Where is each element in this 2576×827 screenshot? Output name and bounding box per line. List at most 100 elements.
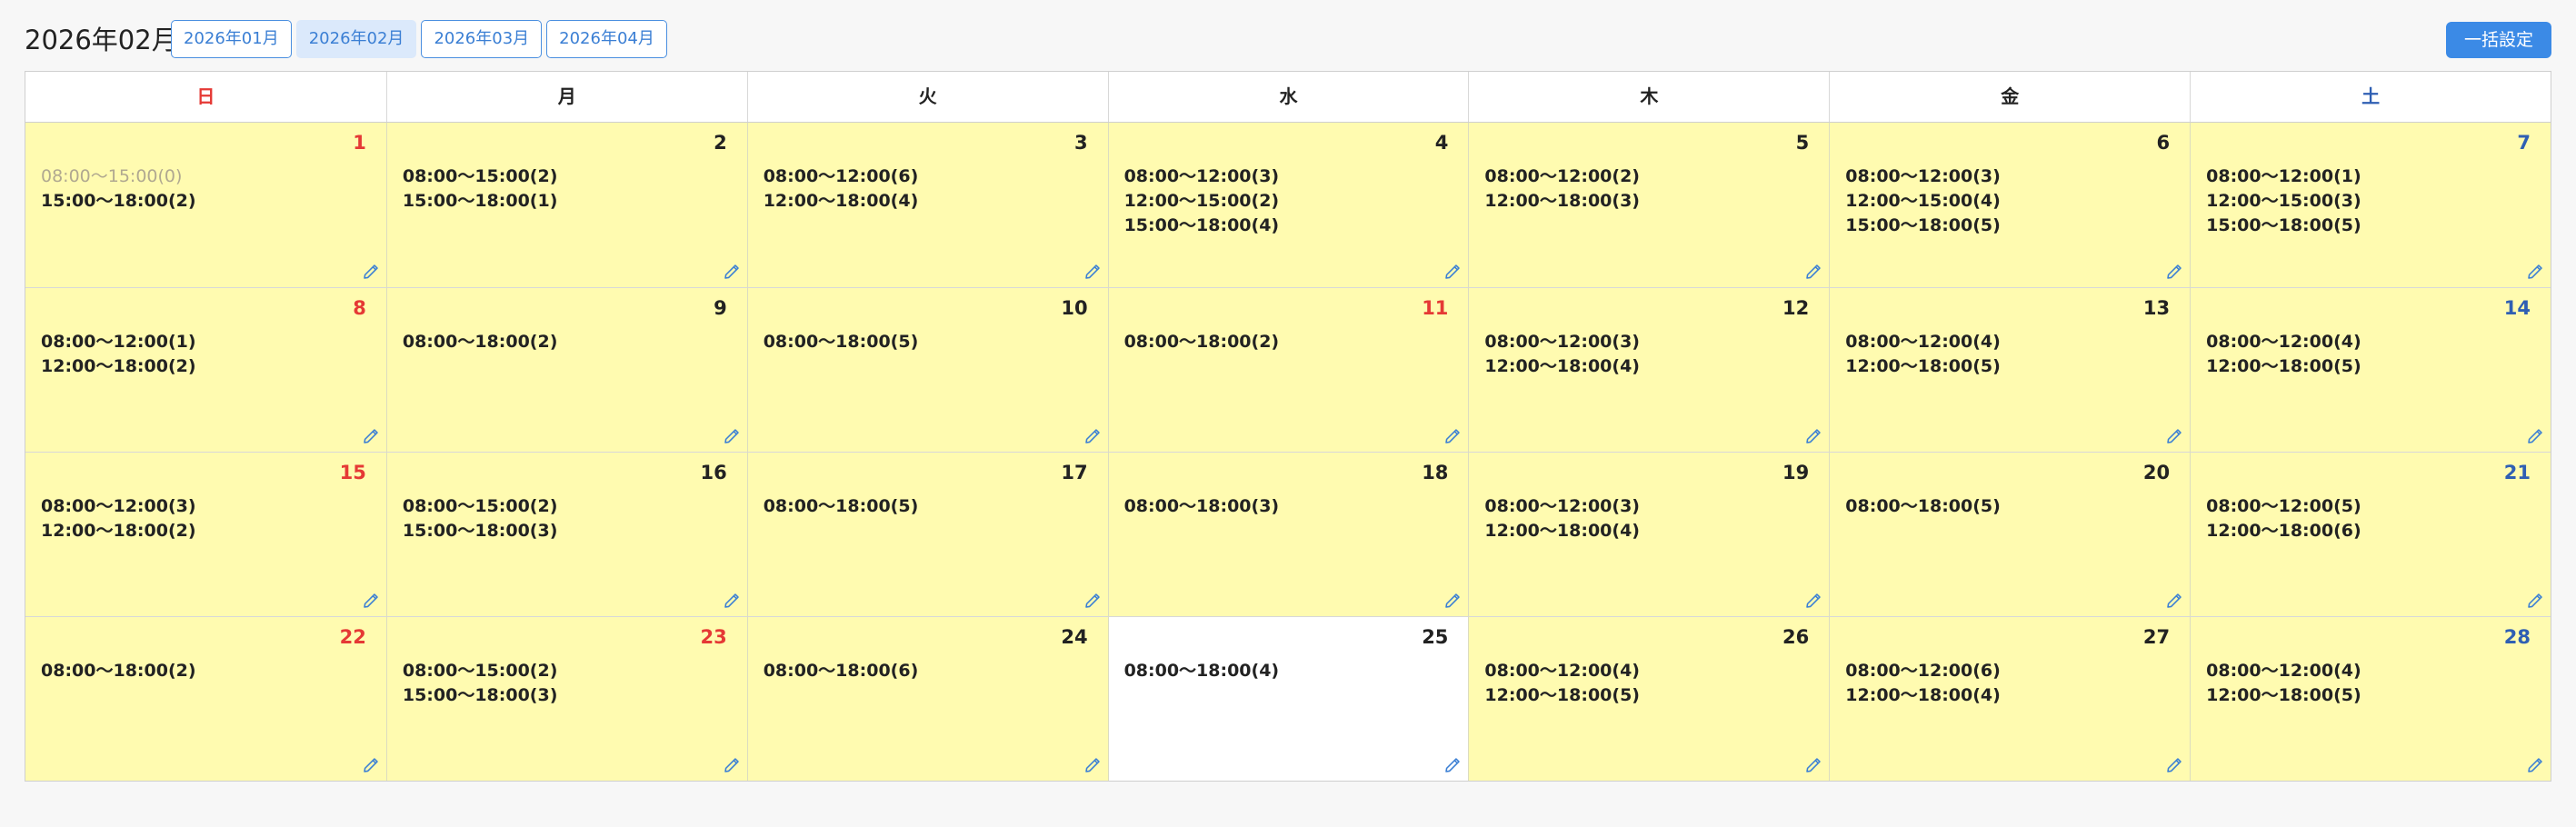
day-cell[interactable]: 20 08:00〜18:00(5) — [1829, 452, 2191, 616]
pencil-edit-icon[interactable] — [1444, 428, 1461, 444]
day-cell[interactable]: 25 08:00〜18:00(4) — [1107, 616, 1469, 781]
day-cell[interactable]: 13 08:00〜12:00(4) 12:00〜18:00(5) — [1829, 287, 2191, 452]
pencil-edit-icon[interactable] — [2527, 593, 2543, 609]
time-slot-list: 08:00〜12:00(6) 12:00〜18:00(4) — [764, 164, 919, 214]
time-slot-list: 08:00〜12:00(4) 12:00〜18:00(5) — [1484, 659, 1640, 708]
day-cell[interactable]: 14 08:00〜12:00(4) 12:00〜18:00(5) — [2190, 287, 2551, 452]
time-slot-list: 08:00〜12:00(1) 12:00〜18:00(2) — [41, 330, 196, 379]
tab-2026-03[interactable]: 2026年03月 — [421, 20, 543, 58]
pencil-edit-icon[interactable] — [1805, 593, 1822, 609]
day-cell[interactable]: 11 08:00〜18:00(2) — [1107, 287, 1469, 452]
pencil-edit-icon[interactable] — [363, 757, 379, 773]
pencil-edit-icon[interactable] — [724, 757, 740, 773]
time-slot: 08:00〜18:00(5) — [763, 496, 919, 516]
pencil-edit-icon[interactable] — [1444, 264, 1461, 280]
day-cell[interactable]: 10 08:00〜18:00(5) — [746, 287, 1108, 452]
pencil-edit-icon[interactable] — [2527, 757, 2543, 773]
weekday-wed: 水 — [1107, 72, 1469, 122]
time-slot: 12:00〜18:00(5) — [1845, 356, 2001, 376]
bulk-settings-button[interactable]: 一括設定 — [2446, 22, 2551, 58]
day-cell[interactable]: 26 08:00〜12:00(4) 12:00〜18:00(5) — [1468, 616, 1830, 781]
time-slot-list: 08:00〜18:00(5) — [764, 494, 919, 519]
pencil-edit-icon[interactable] — [2527, 428, 2543, 444]
time-slot: 08:00〜18:00(6) — [763, 661, 919, 681]
day-cell[interactable]: 18 08:00〜18:00(3) — [1107, 452, 1469, 616]
day-number: 22 — [339, 626, 366, 648]
time-slot-list: 08:00〜18:00(2) — [1124, 330, 1280, 354]
day-cell[interactable]: 1 08:00〜15:00(0) 15:00〜18:00(2) — [25, 123, 386, 287]
time-slot-list: 08:00〜12:00(5) 12:00〜18:00(6) — [2206, 494, 2361, 543]
month-tabs: 2026年01月 2026年02月 2026年03月 2026年04月 — [171, 20, 667, 58]
day-number: 27 — [2142, 626, 2171, 648]
tab-2026-02[interactable]: 2026年02月 — [295, 20, 417, 58]
day-cell[interactable]: 19 08:00〜12:00(3) 12:00〜18:00(4) — [1468, 452, 1830, 616]
day-cell[interactable]: 4 08:00〜12:00(3) 12:00〜15:00(2) 15:00〜18:00… — [1107, 123, 1469, 287]
weekday-sun: 日 — [196, 85, 215, 107]
day-cell[interactable]: 17 08:00〜18:00(5) — [746, 452, 1108, 616]
day-number: 13 — [2142, 297, 2171, 319]
weekday-fri: 金 — [1829, 72, 2190, 122]
pencil-edit-icon[interactable] — [724, 428, 740, 444]
pencil-edit-icon[interactable] — [2166, 428, 2182, 444]
pencil-edit-icon[interactable] — [363, 593, 379, 609]
pencil-edit-icon[interactable] — [1084, 757, 1101, 773]
day-cell[interactable]: 15 08:00〜12:00(3) 12:00〜18:00(2) — [25, 452, 386, 616]
tab-2026-04[interactable]: 2026年04月 — [546, 20, 667, 58]
pencil-edit-icon[interactable] — [2166, 593, 2182, 609]
day-cell[interactable]: 12 08:00〜12:00(3) 12:00〜18:00(4) — [1468, 287, 1830, 452]
time-slot-list: 08:00〜12:00(3) 12:00〜18:00(2) — [41, 494, 196, 543]
day-cell[interactable]: 28 08:00〜12:00(4) 12:00〜18:00(5) — [2190, 616, 2551, 781]
pencil-edit-icon[interactable] — [1084, 593, 1101, 609]
pencil-edit-icon[interactable] — [724, 264, 740, 280]
pencil-edit-icon[interactable] — [363, 264, 379, 280]
day-number: 20 — [2142, 462, 2171, 483]
pencil-edit-icon[interactable] — [1805, 264, 1822, 280]
time-slot: 08:00〜12:00(2) — [1484, 166, 1640, 186]
pencil-edit-icon[interactable] — [1444, 757, 1461, 773]
time-slot: 15:00〜18:00(2) — [41, 191, 196, 211]
day-number: 19 — [1782, 462, 1810, 483]
pencil-edit-icon[interactable] — [724, 593, 740, 609]
day-cell[interactable]: 2 08:00〜15:00(2) 15:00〜18:00(1) — [385, 123, 747, 287]
day-number: 6 — [2156, 132, 2171, 154]
day-cell[interactable]: 6 08:00〜12:00(3) 12:00〜15:00(4) 15:00〜18:00… — [1829, 123, 2191, 287]
time-slot: 08:00〜18:00(4) — [1123, 661, 1280, 681]
day-cell[interactable]: 5 08:00〜12:00(2) 12:00〜18:00(3) — [1468, 123, 1830, 287]
day-cell[interactable]: 16 08:00〜15:00(2) 15:00〜18:00(3) — [385, 452, 747, 616]
day-number: 3 — [1073, 132, 1088, 154]
day-number: 15 — [339, 462, 366, 483]
pencil-edit-icon[interactable] — [1084, 428, 1101, 444]
time-slot: 08:00〜12:00(1) — [41, 332, 196, 352]
pencil-edit-icon[interactable] — [363, 428, 379, 444]
time-slot: 08:00〜12:00(3) — [1123, 166, 1280, 186]
day-cell[interactable]: 8 08:00〜12:00(1) 12:00〜18:00(2) — [25, 287, 386, 452]
day-cell[interactable]: 22 08:00〜18:00(2) — [25, 616, 386, 781]
pencil-edit-icon[interactable] — [1444, 593, 1461, 609]
day-number: 25 — [1422, 626, 1449, 648]
pencil-edit-icon[interactable] — [1805, 428, 1822, 444]
day-cell[interactable]: 23 08:00〜15:00(2) 15:00〜18:00(3) — [385, 616, 747, 781]
time-slot: 08:00〜15:00(0) — [41, 166, 183, 186]
day-cell[interactable]: 21 08:00〜12:00(5) 12:00〜18:00(6) — [2190, 452, 2551, 616]
day-number: 4 — [1434, 132, 1449, 154]
time-slot-list: 08:00〜18:00(5) — [1845, 494, 2001, 519]
pencil-edit-icon[interactable] — [2166, 264, 2182, 280]
time-slot: 08:00〜15:00(2) — [402, 166, 558, 186]
time-slot: 08:00〜12:00(3) — [1484, 332, 1640, 352]
time-slot: 12:00〜18:00(5) — [2206, 685, 2361, 705]
day-cell[interactable]: 24 08:00〜18:00(6) — [746, 616, 1108, 781]
pencil-edit-icon[interactable] — [2527, 264, 2543, 280]
day-number: 21 — [2503, 462, 2531, 483]
day-cell[interactable]: 3 08:00〜12:00(6) 12:00〜18:00(4) — [746, 123, 1108, 287]
pencil-edit-icon[interactable] — [1084, 264, 1101, 280]
day-cell[interactable]: 9 08:00〜18:00(2) — [385, 287, 747, 452]
pencil-edit-icon[interactable] — [2166, 757, 2182, 773]
tab-2026-01[interactable]: 2026年01月 — [171, 20, 292, 58]
day-number: 2 — [714, 132, 727, 154]
pencil-edit-icon[interactable] — [1805, 757, 1822, 773]
time-slot: 08:00〜12:00(5) — [2206, 496, 2361, 516]
time-slot: 08:00〜15:00(2) — [402, 661, 558, 681]
time-slot: 12:00〜18:00(5) — [2206, 356, 2361, 376]
day-cell[interactable]: 7 08:00〜12:00(1) 12:00〜15:00(3) 15:00〜18:00… — [2190, 123, 2551, 287]
day-cell[interactable]: 27 08:00〜12:00(6) 12:00〜18:00(4) — [1829, 616, 2191, 781]
